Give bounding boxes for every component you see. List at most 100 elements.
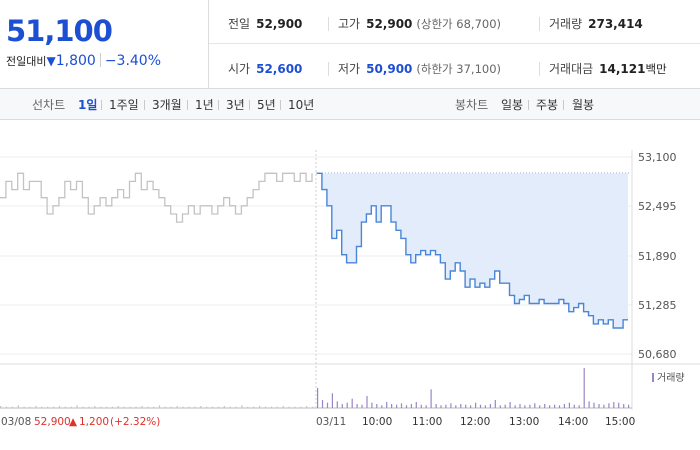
stat-prev-value: 52,900 bbox=[256, 17, 303, 31]
stat-open: 시가 52,600 bbox=[228, 60, 302, 77]
x-tick-label: 13:00 bbox=[509, 416, 539, 428]
tab-divider bbox=[187, 100, 188, 110]
stat-amount-unit: 백만 bbox=[645, 62, 667, 76]
volume-bar bbox=[206, 406, 208, 408]
volume-bar bbox=[420, 404, 422, 408]
tab-10years[interactable]: 10년 bbox=[288, 98, 315, 112]
volume-bar bbox=[41, 406, 43, 408]
volume-bar bbox=[386, 402, 388, 408]
volume-bar bbox=[306, 406, 308, 408]
prev-date-label: 03/08 bbox=[1, 416, 31, 428]
volume-bar bbox=[170, 406, 172, 408]
volume-bar bbox=[53, 406, 55, 408]
volume-bar bbox=[356, 404, 358, 408]
stat-high-sub: (상한가 68,700) bbox=[416, 17, 502, 31]
volume-bar bbox=[88, 406, 90, 408]
volume-bar bbox=[321, 400, 324, 408]
volume-bar bbox=[519, 404, 521, 408]
stat-open-value: 52,600 bbox=[256, 62, 303, 76]
change-row: 전일대비▼1,800 −3.40% bbox=[6, 53, 161, 69]
volume-bar bbox=[509, 402, 511, 408]
tab-3years[interactable]: 3년 bbox=[226, 98, 245, 112]
tab-divider bbox=[249, 100, 250, 110]
volume-bar bbox=[276, 406, 278, 408]
volume-bar bbox=[603, 404, 605, 408]
tab-1week[interactable]: 1주일 bbox=[109, 98, 139, 112]
volume-bar bbox=[331, 393, 333, 408]
stats-row-divider bbox=[209, 43, 700, 44]
tab-5years[interactable]: 5년 bbox=[257, 98, 276, 112]
x-tick-label: 14:00 bbox=[558, 416, 588, 428]
volume-bar bbox=[445, 404, 447, 408]
volume-bar bbox=[593, 402, 595, 408]
change-value: 1,800 bbox=[55, 53, 96, 69]
tab-monthly-candle[interactable]: 월봉 bbox=[572, 98, 595, 112]
volume-bar bbox=[117, 406, 119, 408]
volume-bar bbox=[158, 405, 161, 408]
volume-bar bbox=[430, 389, 432, 408]
candle-chart-title: 봉차트 bbox=[455, 98, 489, 112]
volume-bar bbox=[400, 403, 403, 408]
y-tick-label: 50,680 bbox=[638, 348, 677, 361]
volume-bar bbox=[613, 402, 615, 408]
tab-1day[interactable]: 1일 bbox=[78, 98, 98, 112]
volume-bar bbox=[282, 406, 284, 408]
tab-1year[interactable]: 1년 bbox=[195, 98, 214, 112]
tab-3months[interactable]: 3개월 bbox=[152, 98, 182, 112]
chart-period-tabs: 선차트 1일 1주일 3개월 1년 3년 5년 10년 봉차트 일봉 주봉 월봉 bbox=[0, 89, 700, 120]
volume-bar bbox=[479, 404, 482, 408]
y-tick-label: 51,890 bbox=[638, 250, 677, 263]
stat-low-label: 저가 bbox=[338, 62, 361, 76]
stat-divider bbox=[539, 17, 540, 31]
stat-low-sub: (하한가 37,100) bbox=[416, 62, 502, 76]
volume-bar bbox=[623, 404, 625, 408]
volume-bar bbox=[94, 406, 96, 408]
change-percent: −3.40% bbox=[104, 53, 162, 69]
stat-volume-label: 거래량 bbox=[549, 17, 583, 31]
stat-open-label: 시가 bbox=[228, 62, 251, 76]
volume-bar bbox=[405, 405, 408, 408]
volume-bar bbox=[391, 404, 393, 408]
tab-divider bbox=[280, 100, 281, 110]
y-tick-label: 51,285 bbox=[638, 299, 677, 312]
y-tick-label: 52,495 bbox=[638, 200, 677, 213]
volume-bar bbox=[366, 396, 368, 408]
change-label: 전일대비 bbox=[6, 55, 47, 68]
volume-bar bbox=[578, 405, 580, 408]
x-tick-label: 15:00 bbox=[605, 416, 635, 428]
tab-daily-candle[interactable]: 일봉 bbox=[501, 98, 524, 112]
stat-prev-label: 전일 bbox=[228, 17, 251, 31]
volume-bar bbox=[489, 404, 491, 408]
volume-bar bbox=[200, 406, 202, 408]
volume-bar bbox=[465, 404, 467, 408]
volume-bar bbox=[351, 398, 353, 408]
prev-day-line bbox=[0, 172, 313, 223]
volume-bar bbox=[229, 406, 231, 408]
volume-bar bbox=[253, 406, 255, 408]
stat-volume: 거래량 273,414 bbox=[549, 15, 643, 32]
volume-bar bbox=[106, 406, 108, 408]
volume-bar bbox=[534, 403, 536, 408]
volume-bar bbox=[568, 402, 570, 408]
volume-bar bbox=[371, 402, 373, 408]
tab-divider bbox=[563, 100, 564, 110]
volume-bar bbox=[440, 405, 442, 408]
current-price: 51,100 bbox=[6, 14, 113, 48]
tab-weekly-candle[interactable]: 주봉 bbox=[536, 98, 559, 112]
prev-change-pct-label: (+2.32%) bbox=[110, 416, 160, 428]
today-price-line bbox=[317, 172, 628, 329]
volume-bar bbox=[539, 405, 541, 408]
volume-bars bbox=[0, 368, 630, 408]
volume-bar bbox=[17, 405, 19, 408]
volume-bar bbox=[460, 404, 462, 408]
stat-high: 고가 52,900 (상한가 68,700) bbox=[338, 15, 501, 32]
volume-bar bbox=[381, 405, 383, 408]
volume-bar bbox=[288, 406, 290, 408]
volume-bar bbox=[618, 402, 620, 408]
stat-high-label: 고가 bbox=[338, 17, 361, 31]
volume-bar bbox=[514, 405, 516, 408]
volume-bar bbox=[182, 406, 184, 408]
volume-bar bbox=[455, 405, 457, 408]
x-tick-label: 11:00 bbox=[412, 416, 442, 428]
